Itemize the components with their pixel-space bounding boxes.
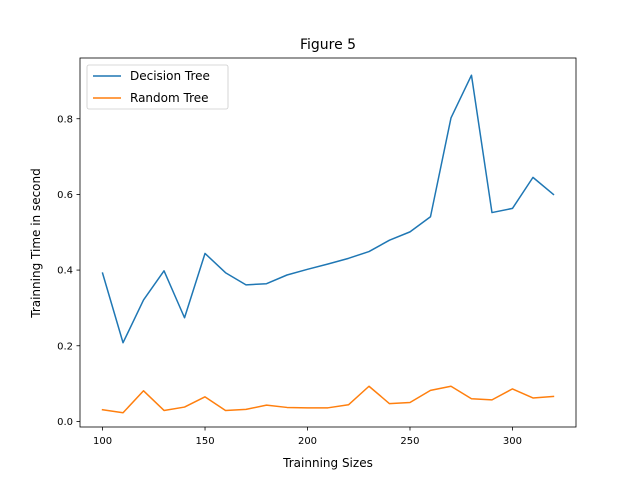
x-tick-label: 150 — [195, 436, 214, 447]
axes-frame — [79, 57, 577, 428]
legend-box — [86, 64, 229, 110]
x-tick-label: 300 — [503, 436, 522, 447]
legend-label-random-tree: Random Tree — [130, 91, 209, 105]
x-axis-ticks: 100 150 200 250 300 — [93, 427, 522, 447]
y-tick-label: 0.0 — [57, 417, 73, 428]
legend-label-decision-tree: Decision Tree — [130, 69, 210, 83]
x-tick-label: 200 — [298, 436, 317, 447]
chart-title: Figure 5 — [300, 37, 356, 53]
y-tick-label: 0.4 — [57, 266, 73, 277]
x-axis-label: Trainning Sizes — [282, 456, 373, 470]
y-axis-label: Trainning Time in second — [29, 168, 43, 319]
legend: Decision Tree Random Tree — [86, 64, 229, 110]
y-tick-label: 0.8 — [57, 114, 73, 125]
y-tick-label: 0.2 — [57, 341, 73, 352]
y-axis-ticks: 0.0 0.2 0.4 0.6 0.8 — [57, 114, 80, 428]
x-tick-label: 100 — [93, 436, 112, 447]
series-line-decision-tree — [101, 74, 555, 344]
series-line-random-tree — [101, 385, 555, 414]
y-tick-label: 0.6 — [57, 190, 73, 201]
x-tick-label: 250 — [400, 436, 419, 447]
series-lines — [101, 74, 555, 414]
